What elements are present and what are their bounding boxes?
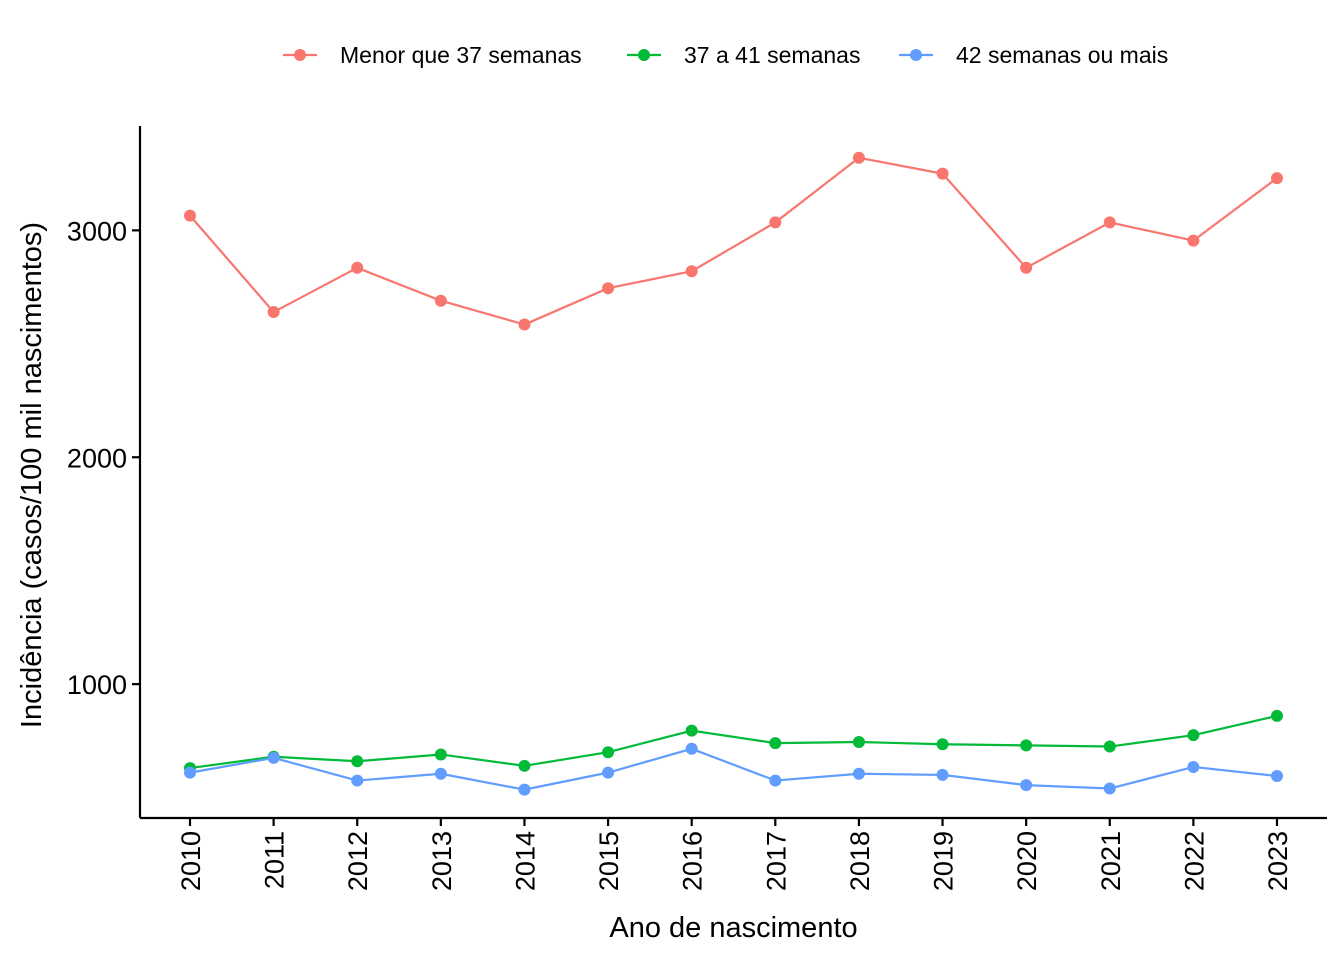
y-axis-title: Incidência (casos/100 mil nascimentos) [16, 222, 48, 728]
data-point [936, 738, 949, 751]
x-tick-label: 2011 [260, 831, 290, 889]
y-axis-ticks: 1000 2000 3000 [67, 216, 140, 700]
data-point [769, 774, 782, 787]
data-point [1271, 172, 1283, 185]
legend-label: 37 a 41 semanas [684, 42, 860, 68]
x-tick-label: 2010 [176, 831, 206, 891]
data-point [602, 766, 615, 779]
series-line [189, 714, 1278, 770]
data-point [434, 767, 447, 780]
data-point [1187, 760, 1200, 773]
x-tick-label: 2015 [594, 831, 624, 891]
data-point [351, 755, 364, 768]
data-point [351, 261, 364, 274]
data-point [267, 306, 280, 319]
x-tick-label: 2013 [427, 831, 457, 891]
series-1 [184, 151, 1283, 331]
x-tick-label: 2016 [678, 831, 708, 891]
x-tick-label: 2018 [845, 831, 875, 891]
data-point [184, 766, 196, 779]
legend-item: Menor que 37 semanas [283, 42, 582, 68]
data-point [518, 318, 531, 331]
y-tick-label: 1000 [67, 670, 127, 700]
data-point [351, 774, 364, 787]
data-point [434, 294, 447, 307]
legend-label: 42 semanas ou mais [956, 42, 1168, 68]
data-point [518, 783, 531, 796]
x-tick-label: 2023 [1263, 831, 1293, 891]
y-tick-label: 2000 [67, 443, 127, 473]
data-point [267, 751, 280, 764]
legend-item: 37 a 41 semanas [627, 42, 860, 68]
x-tick-label: 2022 [1179, 831, 1209, 891]
data-point [184, 209, 196, 222]
data-point [1103, 740, 1116, 753]
x-tick-label: 2020 [1012, 831, 1042, 891]
data-point [852, 151, 865, 164]
x-tick-label: 2019 [929, 831, 959, 891]
data-point [769, 216, 782, 229]
data-point [1020, 261, 1033, 274]
legend-key-point [294, 49, 306, 61]
x-tick-label: 2012 [343, 831, 373, 891]
data-point [1271, 770, 1283, 783]
y-tick-label: 3000 [67, 216, 127, 246]
data-point [1187, 729, 1200, 742]
data-point [1020, 779, 1033, 792]
legend-key-point [910, 49, 922, 61]
legend-label: Menor que 37 semanas [340, 42, 582, 68]
data-point [936, 167, 949, 180]
legend-key-point [638, 49, 650, 61]
legend: Menor que 37 semanas 37 a 41 semanas 42 se… [283, 42, 1168, 68]
series-3 [184, 742, 1283, 796]
data-point [518, 759, 531, 772]
legend-item: 42 semanas ou mais [899, 42, 1168, 68]
data-point [1187, 234, 1200, 247]
data-point [1103, 216, 1116, 229]
data-point [1103, 782, 1116, 795]
data-point [852, 767, 865, 780]
data-point [936, 768, 949, 781]
x-tick-label: 2021 [1096, 831, 1126, 891]
data-point [602, 282, 615, 295]
data-point [1271, 709, 1283, 722]
data-point [685, 265, 698, 278]
x-tick-label: 2014 [510, 831, 540, 891]
x-axis-title: Ano de nascimento [609, 912, 857, 944]
data-point [602, 746, 615, 759]
data-point [852, 735, 865, 748]
data-point [1020, 739, 1033, 752]
series-layer [184, 151, 1283, 796]
series-line [189, 747, 1278, 791]
x-axis-ticks: 2010 2011 2012 2013 2014 2015 2016 2017 2018 2019… [176, 818, 1293, 891]
data-point [685, 742, 698, 755]
x-tick-label: 2017 [761, 831, 791, 891]
series-line [189, 156, 1278, 326]
data-point [685, 724, 698, 737]
data-point [769, 737, 782, 750]
data-point [434, 748, 447, 761]
